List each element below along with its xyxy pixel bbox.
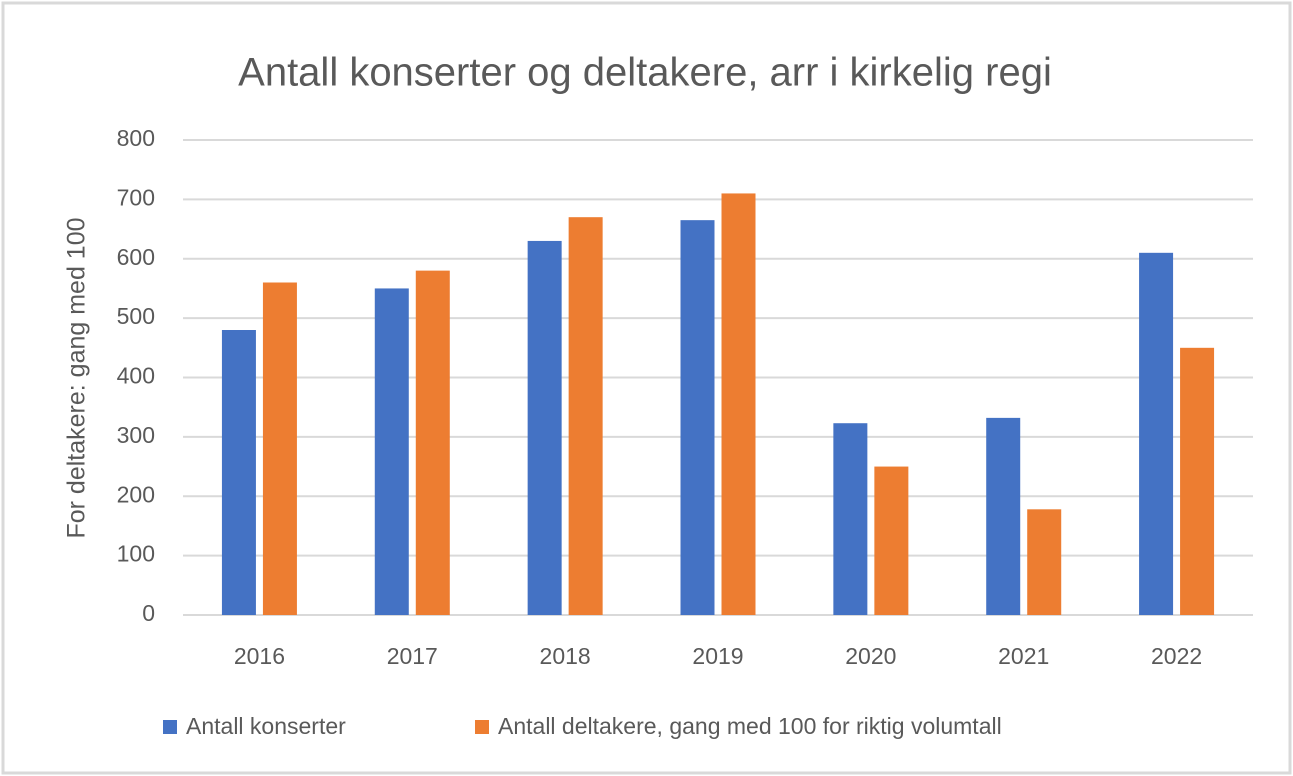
legend-label: Antall konserter [186,713,346,739]
legend-label: Antall deltakere, gang med 100 for rikti… [498,713,1002,739]
legend-swatch [475,720,489,734]
bar [680,220,715,615]
bar [1139,252,1174,615]
bar [721,193,756,615]
y-tick-label: 300 [117,422,155,448]
bar [221,330,256,615]
y-tick-label: 700 [117,184,155,210]
bar [527,240,562,615]
legend-swatch [163,720,177,734]
bar [415,270,450,615]
chart-title: Antall konserter og deltakere, arr i kir… [238,51,1052,95]
bar [262,282,297,615]
x-tick-label: 2017 [387,643,438,669]
y-tick-label: 500 [117,303,155,329]
bar [986,417,1021,615]
x-tick-label: 2022 [1151,643,1202,669]
x-tick-label: 2016 [234,643,285,669]
bar [568,217,603,615]
x-tick-label: 2021 [998,643,1049,669]
bar [374,288,409,615]
bar [874,466,909,615]
bar [1180,347,1215,615]
y-tick-label: 100 [117,541,155,567]
y-axis-label: For deltakere: gang med 100 [63,217,91,538]
x-tick-label: 2020 [845,643,896,669]
x-tick-label: 2018 [540,643,591,669]
y-tick-label: 400 [117,363,155,389]
y-tick-label: 800 [117,125,155,151]
bar [833,423,868,615]
bar [1027,509,1062,615]
y-tick-label: 0 [142,600,155,626]
x-tick-label: 2019 [692,643,743,669]
y-tick-label: 600 [117,244,155,270]
y-tick-label: 200 [117,481,155,507]
